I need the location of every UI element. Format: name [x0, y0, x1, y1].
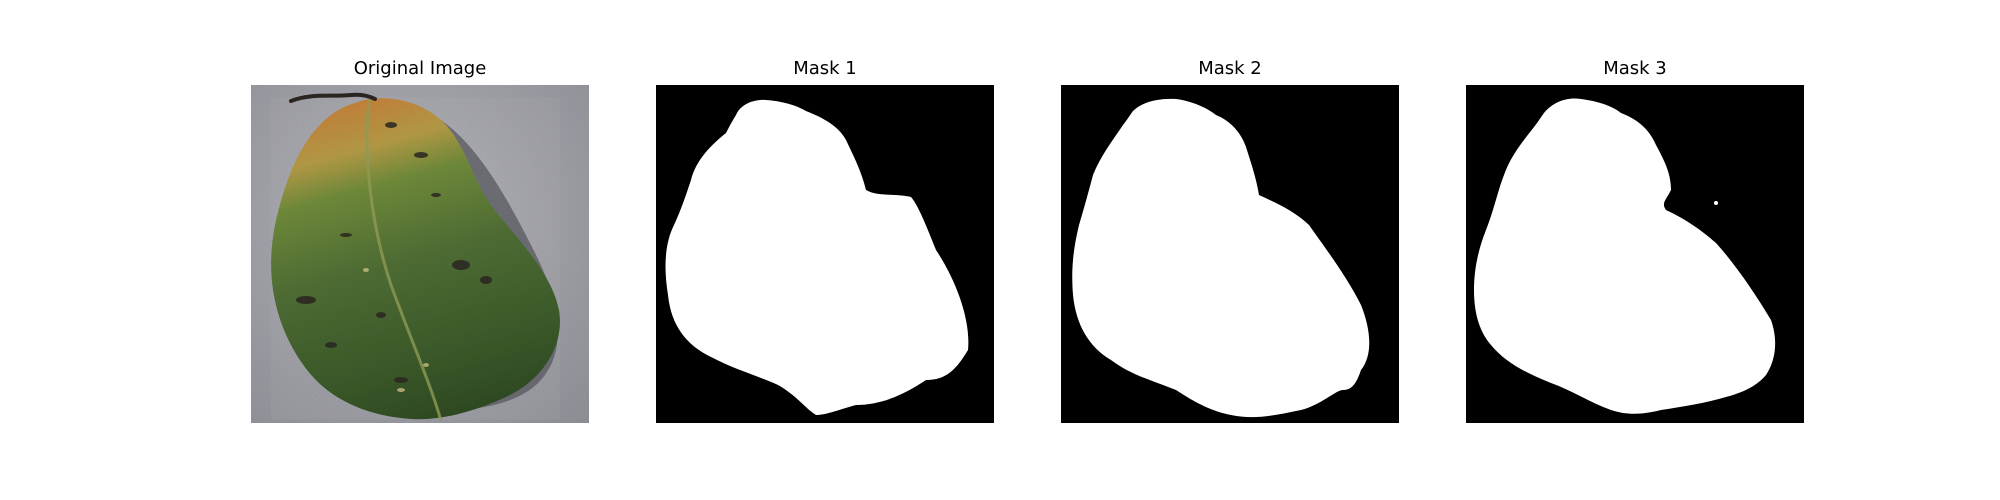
- mask-3-image: [1466, 85, 1804, 423]
- panel-mask-3: Mask 3: [1466, 58, 1804, 423]
- mask-2-blob: [1215, 400, 1247, 414]
- mask-1-region: [665, 99, 969, 415]
- leaf-stem: [289, 92, 377, 103]
- panel-mask-1: Mask 1: [656, 58, 994, 423]
- panel-title: Mask 2: [1198, 58, 1262, 79]
- panel-mask-2: Mask 2: [1061, 58, 1399, 423]
- panel-title: Mask 1: [793, 58, 857, 79]
- mask-3-region: [1474, 98, 1776, 414]
- panel-title: Original Image: [353, 58, 487, 79]
- mask-1-speck: [908, 212, 914, 218]
- mask-2-region: [1072, 98, 1370, 418]
- panel-original-image: Original Image: [251, 58, 589, 423]
- mask-3-speck: [1714, 201, 1718, 205]
- leaf-light-spots: [363, 268, 429, 392]
- panel-title: Mask 3: [1603, 58, 1667, 79]
- leaf-photo: [251, 85, 589, 423]
- mask-2-image: [1061, 85, 1399, 423]
- leaf-body: [271, 98, 560, 420]
- leaf-midrib: [365, 98, 443, 422]
- mask-1-image: [656, 85, 994, 423]
- leaf-spots: [296, 122, 492, 383]
